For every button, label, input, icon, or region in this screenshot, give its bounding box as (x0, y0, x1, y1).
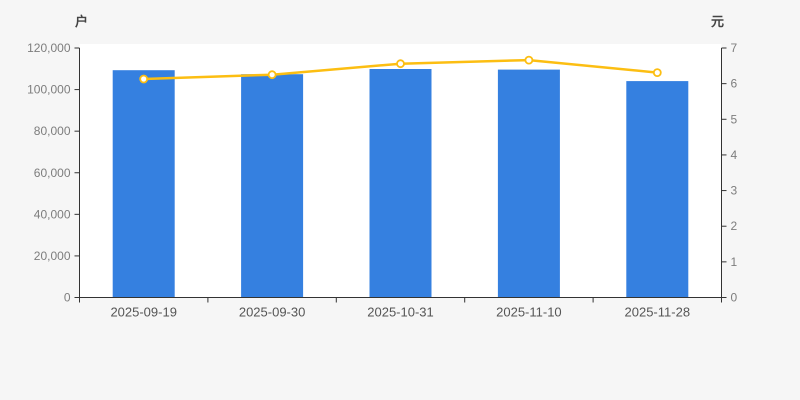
x-axis-category-label: 2025-11-28 (625, 305, 691, 320)
bar[interactable] (369, 69, 432, 298)
bar[interactable] (112, 70, 175, 298)
left-axis-tick-label: 20,000 (34, 249, 71, 263)
right-axis-tick-label: 5 (731, 112, 738, 126)
line-point[interactable] (267, 70, 277, 80)
right-axis-unit-label: 元 (711, 14, 724, 29)
left-axis-unit-label: 户 (75, 14, 88, 29)
line-point[interactable] (139, 74, 149, 84)
bar[interactable] (497, 69, 560, 298)
x-axis-category-label: 2025-11-10 (496, 305, 562, 320)
left-axis-tick-label: 0 (64, 291, 71, 305)
right-axis-tick-label: 2 (731, 219, 738, 233)
left-axis-tick-label: 40,000 (34, 207, 71, 221)
left-axis-tick-label: 120,000 (27, 41, 71, 55)
right-axis-tick-label: 3 (731, 184, 738, 198)
left-axis-tick-label: 60,000 (34, 166, 71, 180)
right-axis-tick-label: 4 (731, 148, 738, 162)
line-point[interactable] (652, 68, 662, 77)
line-point[interactable] (524, 55, 534, 65)
right-axis-tick-label: 0 (731, 291, 738, 305)
right-axis-tick-label: 1 (731, 255, 738, 269)
left-axis-tick-label: 100,000 (27, 83, 71, 97)
bar[interactable] (241, 74, 304, 298)
x-axis-category-label: 2025-10-31 (367, 305, 434, 320)
x-axis-category-label: 2025-09-19 (110, 305, 177, 320)
line-point[interactable] (396, 59, 405, 69)
right-axis-tick-label: 7 (731, 41, 738, 55)
right-axis-tick-label: 6 (731, 77, 738, 91)
left-axis-tick-label: 80,000 (34, 124, 71, 138)
bar[interactable] (626, 81, 689, 298)
x-axis-category-label: 2025-09-30 (239, 305, 306, 320)
